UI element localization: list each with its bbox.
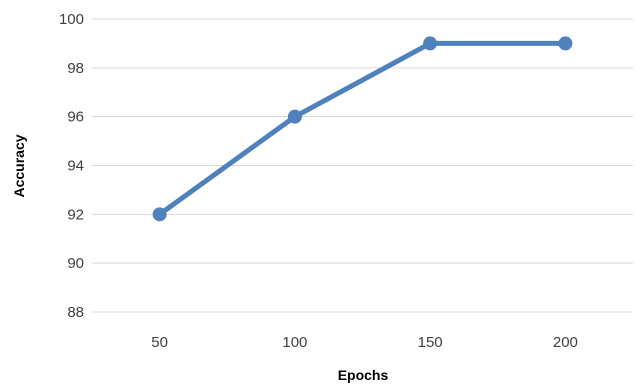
data-point-marker bbox=[423, 36, 438, 51]
y-tick-label: 90 bbox=[67, 255, 84, 272]
gridlines bbox=[92, 18, 633, 313]
y-axis-title: Accuracy bbox=[11, 134, 27, 197]
data-point-marker bbox=[558, 36, 573, 51]
x-tick-label: 100 bbox=[282, 334, 307, 351]
series-lines bbox=[157, 40, 568, 217]
y-tick-label: 98 bbox=[67, 60, 84, 77]
x-axis-title: Epochs bbox=[338, 367, 389, 383]
x-tick-label: 200 bbox=[553, 334, 578, 351]
x-tick-label: 50 bbox=[151, 334, 168, 351]
x-tick-labels: 50 100 150 200 bbox=[151, 334, 578, 351]
x-tick-label: 150 bbox=[418, 334, 443, 351]
y-tick-labels: 88 90 92 94 96 98 100 bbox=[59, 11, 84, 321]
series-line bbox=[157, 40, 568, 217]
data-point-marker bbox=[287, 109, 302, 124]
y-tick-label: 88 bbox=[67, 304, 84, 321]
series-markers bbox=[152, 36, 573, 222]
y-tick-label: 94 bbox=[67, 158, 84, 175]
data-point-marker bbox=[152, 207, 167, 222]
y-tick-label: 92 bbox=[67, 206, 84, 223]
y-tick-label: 100 bbox=[59, 11, 84, 28]
y-tick-label: 96 bbox=[67, 109, 84, 126]
